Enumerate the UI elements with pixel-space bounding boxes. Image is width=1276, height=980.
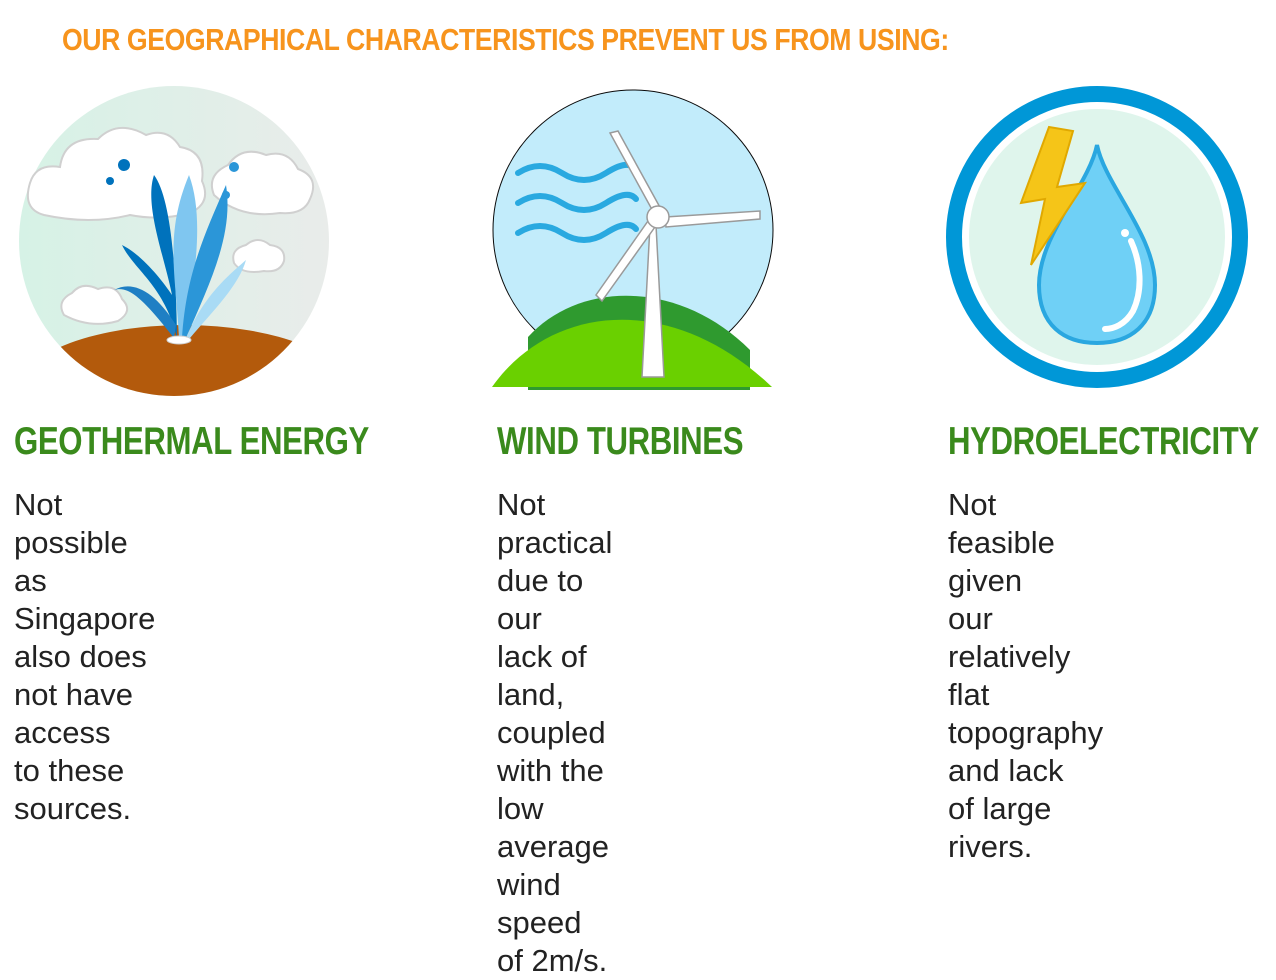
section-description: Not possible as Singapore also does not …: [14, 486, 155, 828]
section-title: GEOTHERMAL ENERGY: [14, 420, 369, 463]
description-line: to these sources.: [14, 753, 132, 826]
water-drop-lightning-icon: [946, 86, 1248, 388]
description-line: Not practical due to our: [497, 487, 613, 636]
description-line: Not feasible given: [948, 487, 1055, 598]
section-title: WIND TURBINES: [497, 420, 744, 463]
section-description: Not practical due to our lack of land, c…: [497, 486, 612, 980]
description-line: our relatively flat: [948, 601, 1071, 712]
description-line: topography and lack: [948, 715, 1104, 788]
description-line: with the low average: [497, 753, 610, 864]
geyser-icon: [19, 86, 329, 396]
description-line: of large rivers.: [948, 791, 1052, 864]
section-description: Not feasible given our relatively flat t…: [948, 486, 1103, 866]
description-line: wind speed of 2m/s.: [497, 867, 608, 978]
description-line: Not possible as Singapore: [14, 487, 156, 636]
description-line: also does not have access: [14, 639, 147, 750]
description-line: lack of land, coupled: [497, 639, 606, 750]
section-title: HYDROELECTRICITY: [948, 420, 1259, 463]
page-headline: OUR GEOGRAPHICAL CHARACTERISTICS PREVENT…: [62, 22, 949, 57]
wind-turbine-icon: [492, 89, 774, 390]
